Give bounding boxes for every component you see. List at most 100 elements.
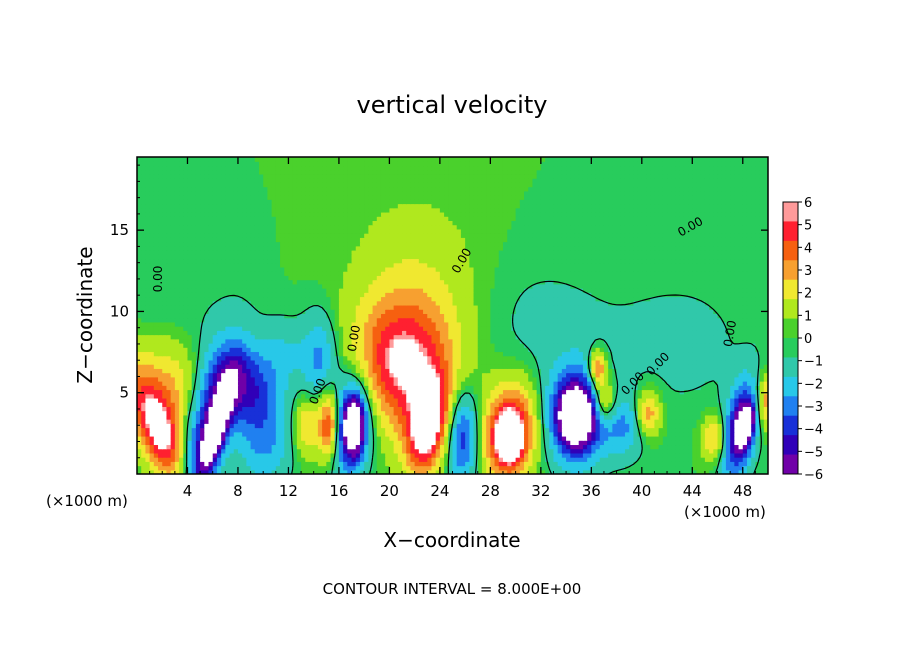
field-cell [153, 448, 159, 454]
field-cell [738, 465, 744, 471]
field-cell [616, 355, 622, 361]
field-cell [431, 368, 437, 374]
field-cell [540, 461, 546, 467]
field-cell [431, 385, 437, 391]
field-cell [502, 457, 508, 462]
field-cell [662, 368, 668, 374]
field-cell [511, 389, 517, 395]
field-cell [221, 444, 226, 450]
field-cell [629, 423, 634, 429]
field-cell [696, 334, 702, 340]
field-cell [242, 342, 247, 348]
field-cell [700, 342, 706, 348]
field-cell [372, 452, 378, 458]
field-cell [402, 347, 407, 353]
field-cell [208, 351, 214, 357]
field-cell [292, 423, 298, 429]
field-cell [364, 431, 369, 437]
field-cell [145, 372, 151, 378]
field-cell [759, 452, 765, 458]
field-cell [200, 469, 205, 474]
field-cell [696, 389, 702, 395]
field-cell [212, 397, 218, 403]
field-cell [578, 364, 584, 369]
field-cell [288, 469, 294, 474]
field-cell [258, 359, 264, 365]
field-cell [662, 469, 668, 474]
field-cell [174, 397, 180, 403]
field-cell [423, 351, 428, 357]
field-cell [452, 427, 458, 433]
field-cell [717, 414, 723, 420]
field-cell [334, 435, 340, 441]
field-cell [402, 351, 407, 357]
field-cell [216, 414, 222, 420]
field-cell [667, 435, 672, 441]
field-cell [650, 372, 656, 378]
field-cell [237, 406, 243, 412]
field-cell [137, 435, 142, 441]
field-cell [540, 389, 546, 395]
field-cell [742, 397, 748, 403]
field-cell [162, 431, 168, 437]
field-cell [465, 440, 470, 446]
field-cell [545, 406, 550, 412]
field-cell [688, 469, 693, 474]
field-cell [519, 389, 525, 395]
field-cell [599, 448, 605, 454]
field-cell [162, 393, 168, 399]
field-cell [481, 351, 487, 357]
field-cell [364, 368, 369, 374]
field-cell [511, 385, 517, 391]
field-cell [532, 419, 538, 424]
field-cell [418, 381, 424, 386]
field-cell [473, 347, 479, 353]
field-cell [149, 444, 155, 450]
field-cell [549, 457, 555, 462]
field-cell [481, 397, 487, 403]
field-cell [162, 355, 168, 361]
field-cell [200, 457, 205, 462]
field-cell [423, 448, 428, 454]
field-cell [179, 461, 184, 467]
field-cell [351, 397, 357, 403]
field-cell [696, 423, 702, 429]
field-cell [141, 440, 147, 446]
field-cell [347, 389, 353, 395]
field-cell [435, 372, 441, 378]
field-cell [456, 351, 462, 357]
field-cell [246, 448, 252, 454]
field-cell [545, 410, 550, 416]
field-cell [658, 461, 664, 467]
field-cell [746, 393, 752, 399]
field-cell [183, 372, 189, 378]
field-cell [351, 355, 357, 361]
field-cell [553, 448, 559, 454]
field-cell [591, 448, 597, 454]
field-cell [494, 359, 500, 365]
field-cell [275, 381, 281, 386]
field-cell [233, 368, 239, 374]
field-cell [376, 419, 382, 424]
field-cell [742, 461, 748, 467]
field-cell [254, 334, 260, 340]
field-cell [675, 431, 681, 437]
field-cell [561, 461, 567, 467]
field-cell [267, 381, 273, 386]
field-cell [385, 402, 390, 407]
field-cell [368, 334, 374, 340]
field-cell [456, 419, 462, 424]
field-cell [582, 427, 588, 433]
field-cell [696, 448, 702, 454]
field-cell [465, 376, 470, 382]
field-cell [191, 406, 197, 412]
field-cell [658, 376, 664, 382]
field-cell [237, 355, 243, 361]
field-cell [170, 452, 176, 458]
field-cell [191, 376, 197, 382]
field-cell [515, 393, 521, 399]
field-cell [502, 419, 508, 424]
field-cell [469, 448, 475, 454]
field-cell [507, 419, 512, 424]
field-cell [763, 368, 768, 374]
